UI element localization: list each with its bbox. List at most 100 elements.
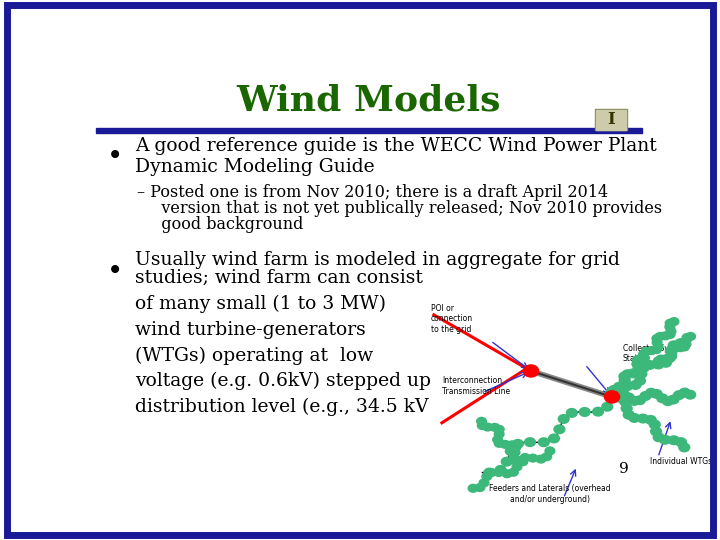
Circle shape — [679, 388, 690, 397]
Circle shape — [668, 395, 679, 404]
Text: voltage (e.g. 0.6kV) stepped up: voltage (e.g. 0.6kV) stepped up — [135, 372, 431, 390]
Circle shape — [513, 440, 523, 448]
Text: distribution level (e.g., 34.5 kV: distribution level (e.g., 34.5 kV — [135, 398, 428, 416]
Circle shape — [482, 423, 492, 431]
Circle shape — [492, 436, 503, 443]
Circle shape — [554, 425, 564, 434]
Circle shape — [606, 393, 618, 401]
Circle shape — [536, 455, 546, 463]
Circle shape — [511, 457, 521, 465]
Text: Individual WTGs: Individual WTGs — [649, 457, 712, 466]
Circle shape — [652, 346, 661, 354]
Circle shape — [606, 393, 618, 401]
Circle shape — [665, 330, 675, 339]
Circle shape — [642, 348, 651, 355]
Circle shape — [613, 382, 624, 391]
Text: •: • — [107, 256, 123, 285]
Text: 9: 9 — [618, 462, 629, 476]
Circle shape — [606, 393, 618, 401]
Circle shape — [602, 402, 613, 411]
Circle shape — [653, 360, 664, 369]
Text: – Posted one is from Nov 2010; there is a draft April 2014: – Posted one is from Nov 2010; there is … — [138, 184, 608, 201]
Circle shape — [477, 422, 487, 429]
Circle shape — [468, 484, 478, 492]
Circle shape — [632, 360, 643, 368]
Text: studies; wind farm can consist: studies; wind farm can consist — [135, 269, 423, 287]
Circle shape — [685, 390, 696, 399]
Circle shape — [639, 350, 649, 357]
Circle shape — [639, 354, 649, 362]
Circle shape — [666, 327, 676, 335]
Circle shape — [606, 393, 618, 401]
Circle shape — [593, 407, 603, 416]
Circle shape — [683, 334, 692, 341]
Circle shape — [518, 458, 528, 465]
Circle shape — [632, 368, 643, 376]
Circle shape — [664, 354, 675, 362]
Circle shape — [665, 323, 675, 330]
Circle shape — [542, 453, 552, 461]
Circle shape — [629, 396, 640, 405]
Text: Collector System
Station: Collector System Station — [623, 344, 688, 363]
Circle shape — [630, 381, 641, 389]
Circle shape — [479, 479, 489, 487]
Circle shape — [495, 440, 504, 447]
Bar — [595, 109, 627, 131]
Circle shape — [500, 441, 510, 448]
Circle shape — [567, 409, 577, 417]
Circle shape — [523, 365, 539, 377]
Circle shape — [549, 434, 559, 443]
Circle shape — [653, 343, 663, 350]
Circle shape — [618, 389, 629, 397]
Circle shape — [629, 414, 640, 422]
Text: (WTGs) operating at  low: (WTGs) operating at low — [135, 346, 373, 364]
Circle shape — [669, 318, 679, 326]
Circle shape — [653, 433, 664, 442]
Circle shape — [509, 454, 518, 462]
Circle shape — [622, 382, 633, 390]
Circle shape — [681, 340, 690, 348]
Circle shape — [484, 468, 495, 477]
Circle shape — [511, 443, 521, 451]
Circle shape — [657, 394, 667, 403]
Circle shape — [660, 435, 670, 444]
Bar — [596, 110, 626, 130]
Text: POI or
connection
to the grid: POI or connection to the grid — [431, 304, 473, 334]
Circle shape — [675, 438, 686, 447]
Circle shape — [667, 352, 677, 360]
Circle shape — [502, 470, 512, 478]
Text: Feeders and Laterals (overhead
and/or underground): Feeders and Laterals (overhead and/or un… — [489, 484, 611, 504]
Text: I: I — [607, 111, 615, 128]
Circle shape — [525, 438, 536, 447]
Circle shape — [675, 339, 686, 347]
Circle shape — [665, 347, 676, 355]
Circle shape — [671, 344, 680, 352]
Circle shape — [634, 376, 645, 385]
Circle shape — [495, 426, 504, 433]
Circle shape — [494, 469, 503, 476]
Circle shape — [621, 404, 632, 413]
Circle shape — [501, 457, 512, 466]
Text: Wind Models: Wind Models — [237, 83, 501, 117]
Circle shape — [539, 438, 549, 447]
Circle shape — [606, 393, 618, 401]
Circle shape — [475, 484, 485, 491]
Circle shape — [510, 449, 520, 456]
Circle shape — [665, 319, 675, 327]
Circle shape — [612, 389, 623, 397]
Circle shape — [646, 388, 657, 397]
Circle shape — [622, 370, 633, 379]
Text: version that is not yet publically released; Nov 2010 provides: version that is not yet publically relea… — [145, 200, 662, 217]
Circle shape — [685, 333, 696, 340]
Text: A good reference guide is the WECC Wind Power Plant: A good reference guide is the WECC Wind … — [135, 137, 657, 155]
Circle shape — [638, 363, 649, 372]
Circle shape — [624, 393, 634, 402]
Circle shape — [495, 465, 506, 474]
Circle shape — [647, 347, 657, 355]
Text: of many small (1 to 3 MW): of many small (1 to 3 MW) — [135, 295, 386, 313]
Circle shape — [636, 369, 647, 378]
Bar — [96, 127, 642, 133]
Circle shape — [619, 372, 630, 381]
Text: Dynamic Modeling Guide: Dynamic Modeling Guide — [135, 158, 374, 176]
Circle shape — [613, 384, 624, 393]
